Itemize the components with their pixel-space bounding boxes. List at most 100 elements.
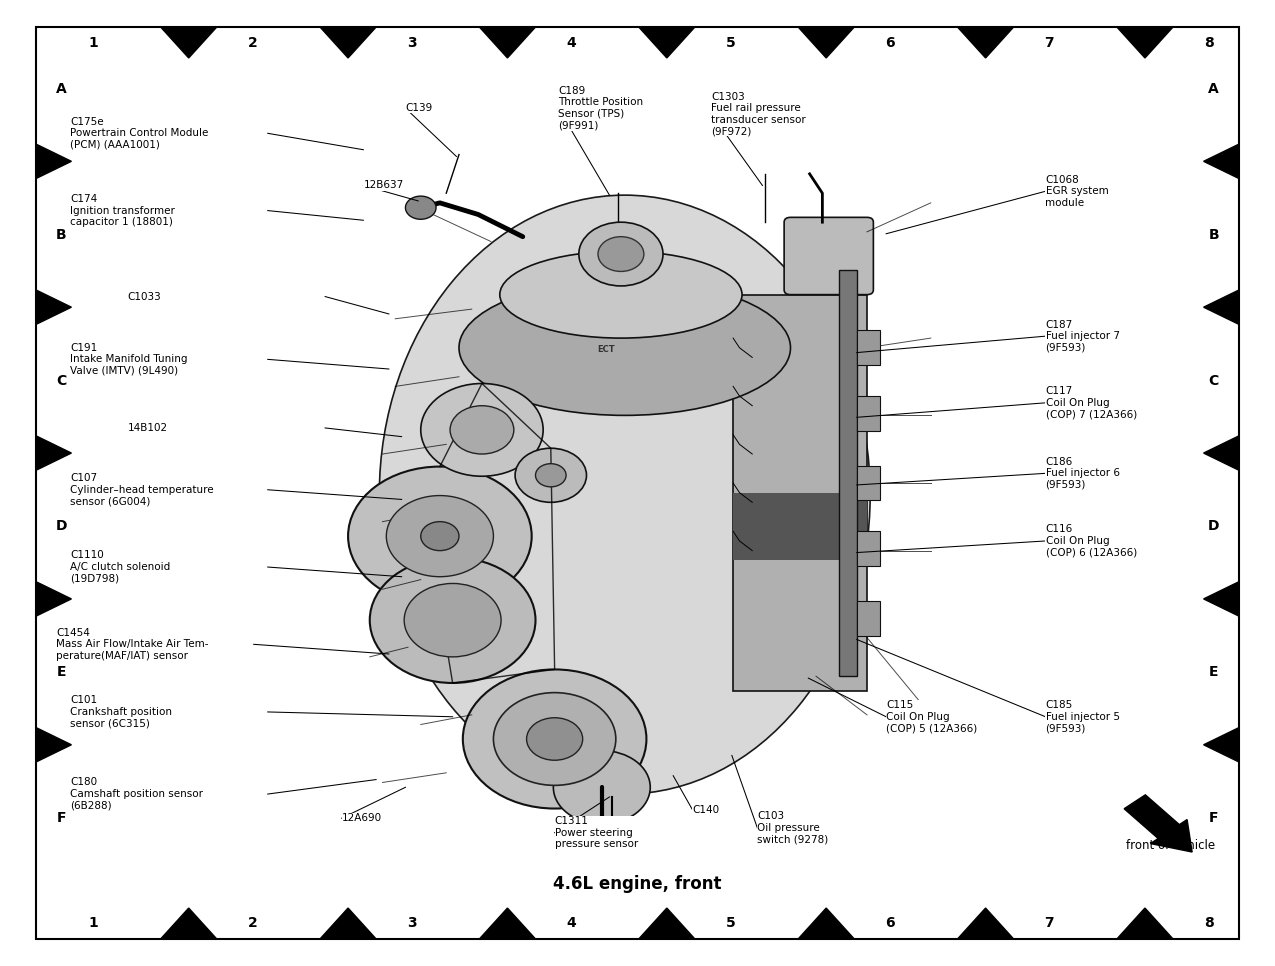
Text: 7: 7 bbox=[1044, 917, 1054, 930]
Text: 5: 5 bbox=[725, 917, 736, 930]
Circle shape bbox=[421, 384, 543, 476]
Bar bbox=[733, 493, 867, 560]
Text: C101
Crankshaft position
sensor (6C315): C101 Crankshaft position sensor (6C315) bbox=[70, 696, 172, 728]
Polygon shape bbox=[1204, 144, 1239, 179]
Polygon shape bbox=[958, 908, 1014, 939]
FancyArrow shape bbox=[1125, 795, 1192, 852]
Text: E: E bbox=[56, 666, 66, 679]
Circle shape bbox=[527, 718, 583, 760]
Polygon shape bbox=[36, 436, 71, 470]
Text: C1303
Fuel rail pressure
transducer sensor
(9F972): C1303 Fuel rail pressure transducer sens… bbox=[711, 92, 806, 136]
Text: 3: 3 bbox=[407, 36, 417, 49]
Circle shape bbox=[450, 406, 514, 454]
Circle shape bbox=[421, 522, 459, 551]
Text: A: A bbox=[56, 82, 66, 96]
Text: D: D bbox=[1207, 520, 1220, 533]
Text: E: E bbox=[1209, 666, 1219, 679]
Text: 5: 5 bbox=[725, 36, 736, 49]
Polygon shape bbox=[639, 908, 695, 939]
Polygon shape bbox=[479, 908, 536, 939]
Text: C1454
Mass Air Flow/Intake Air Tem-
perature(MAF/IAT) sensor: C1454 Mass Air Flow/Intake Air Tem- pera… bbox=[56, 628, 209, 661]
Polygon shape bbox=[36, 582, 71, 616]
Text: C180
Camshaft position sensor
(6B288): C180 Camshaft position sensor (6B288) bbox=[70, 778, 203, 810]
Text: 2: 2 bbox=[247, 36, 258, 49]
Text: 4.6L engine, front: 4.6L engine, front bbox=[553, 875, 722, 893]
Bar bbox=[839, 270, 857, 676]
Polygon shape bbox=[1204, 727, 1239, 762]
Circle shape bbox=[386, 496, 493, 577]
Text: C: C bbox=[1209, 374, 1219, 387]
Text: C116
Coil On Plug
(COP) 6 (12A366): C116 Coil On Plug (COP) 6 (12A366) bbox=[1046, 525, 1137, 557]
Text: 7: 7 bbox=[1044, 36, 1054, 49]
Circle shape bbox=[370, 557, 536, 683]
Ellipse shape bbox=[500, 251, 742, 338]
Text: B: B bbox=[56, 228, 66, 242]
Bar bbox=[733, 295, 867, 691]
Text: C185
Fuel injector 5
(9F593): C185 Fuel injector 5 (9F593) bbox=[1046, 700, 1119, 733]
Circle shape bbox=[493, 693, 616, 785]
Text: C1311
Power steering
pressure sensor: C1311 Power steering pressure sensor bbox=[555, 816, 638, 849]
Bar bbox=[857, 466, 880, 500]
Text: 2: 2 bbox=[247, 917, 258, 930]
Ellipse shape bbox=[459, 280, 790, 415]
Circle shape bbox=[598, 237, 644, 271]
Text: 1: 1 bbox=[88, 36, 98, 49]
Text: C117
Coil On Plug
(COP) 7 (12A366): C117 Coil On Plug (COP) 7 (12A366) bbox=[1046, 386, 1137, 419]
Text: 4: 4 bbox=[566, 36, 576, 49]
Text: C175e
Powertrain Control Module
(PCM) (AAA1001): C175e Powertrain Control Module (PCM) (A… bbox=[70, 117, 209, 150]
Circle shape bbox=[463, 669, 646, 809]
Polygon shape bbox=[161, 908, 217, 939]
Polygon shape bbox=[1117, 908, 1173, 939]
Text: F: F bbox=[1209, 811, 1219, 825]
Circle shape bbox=[515, 448, 586, 502]
Text: C174
Ignition transformer
capacitor 1 (18801): C174 Ignition transformer capacitor 1 (1… bbox=[70, 194, 175, 227]
Text: C107
Cylinder–head temperature
sensor (6G004): C107 Cylinder–head temperature sensor (6… bbox=[70, 473, 214, 506]
Text: B: B bbox=[1209, 228, 1219, 242]
Text: C191
Intake Manifold Tuning
Valve (IMTV) (9L490): C191 Intake Manifold Tuning Valve (IMTV)… bbox=[70, 343, 187, 376]
Circle shape bbox=[579, 222, 663, 286]
Polygon shape bbox=[161, 27, 217, 58]
Text: 3: 3 bbox=[407, 917, 417, 930]
Polygon shape bbox=[36, 290, 71, 325]
Polygon shape bbox=[958, 27, 1014, 58]
FancyBboxPatch shape bbox=[784, 217, 873, 295]
Text: 6: 6 bbox=[885, 36, 895, 49]
Polygon shape bbox=[320, 908, 376, 939]
Ellipse shape bbox=[380, 195, 870, 794]
Text: C1033: C1033 bbox=[128, 292, 161, 301]
Polygon shape bbox=[1204, 582, 1239, 616]
Text: 8: 8 bbox=[1204, 36, 1214, 49]
Circle shape bbox=[553, 751, 650, 824]
Circle shape bbox=[348, 467, 532, 606]
Polygon shape bbox=[1204, 290, 1239, 325]
Text: 8: 8 bbox=[1204, 917, 1214, 930]
Text: 14B102: 14B102 bbox=[128, 423, 167, 433]
Polygon shape bbox=[798, 908, 854, 939]
Text: 1: 1 bbox=[88, 917, 98, 930]
Bar bbox=[857, 601, 880, 636]
Text: 4: 4 bbox=[566, 917, 576, 930]
Text: ECT: ECT bbox=[597, 345, 615, 355]
Text: C1110
A/C clutch solenoid
(19D798): C1110 A/C clutch solenoid (19D798) bbox=[70, 551, 171, 583]
Polygon shape bbox=[798, 27, 854, 58]
Bar bbox=[857, 330, 880, 365]
Polygon shape bbox=[1117, 27, 1173, 58]
Text: front of vehicle: front of vehicle bbox=[1126, 838, 1215, 852]
Text: A: A bbox=[1209, 82, 1219, 96]
Text: C1068
EGR system
module: C1068 EGR system module bbox=[1046, 175, 1108, 208]
Polygon shape bbox=[36, 144, 71, 179]
Polygon shape bbox=[1204, 436, 1239, 470]
Text: C: C bbox=[56, 374, 66, 387]
Polygon shape bbox=[36, 727, 71, 762]
Text: C103
Oil pressure
switch (9278): C103 Oil pressure switch (9278) bbox=[757, 811, 829, 844]
Text: 12B637: 12B637 bbox=[363, 181, 404, 190]
Text: C186
Fuel injector 6
(9F593): C186 Fuel injector 6 (9F593) bbox=[1046, 457, 1119, 490]
Text: F: F bbox=[56, 811, 66, 825]
Text: C187
Fuel injector 7
(9F593): C187 Fuel injector 7 (9F593) bbox=[1046, 320, 1119, 353]
Polygon shape bbox=[639, 27, 695, 58]
Polygon shape bbox=[479, 27, 536, 58]
Text: C189
Throttle Position
Sensor (TPS)
(9F991): C189 Throttle Position Sensor (TPS) (9F9… bbox=[558, 86, 644, 130]
Text: C139: C139 bbox=[405, 103, 432, 113]
Text: D: D bbox=[55, 520, 68, 533]
Text: C140: C140 bbox=[692, 805, 719, 814]
